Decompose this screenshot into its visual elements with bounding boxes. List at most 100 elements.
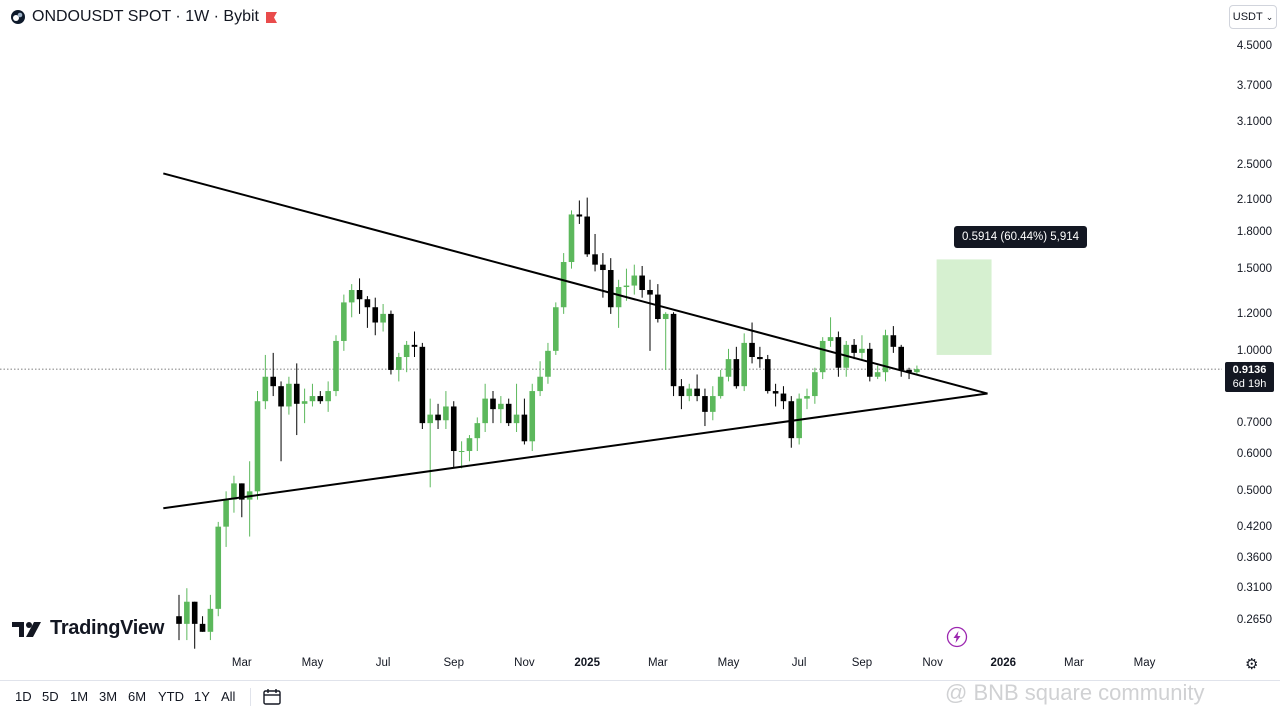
candle-body: [348, 290, 355, 303]
symbol-header[interactable]: ONDOUSDT SPOT · 1W · Bybit: [10, 6, 277, 28]
candle-body: [403, 344, 410, 358]
time-tick-label: Jul: [791, 657, 807, 669]
candle-body: [788, 401, 795, 439]
price-tick-label: 0.6000: [1236, 448, 1272, 461]
candle-body: [600, 264, 606, 271]
measure-box: [936, 259, 992, 355]
flash-icon[interactable]: [946, 626, 968, 648]
price-tick-label: 3.7000: [1236, 79, 1272, 92]
range-button-5d[interactable]: 5D: [42, 689, 59, 704]
price-tick-label: 4.5000: [1236, 40, 1272, 52]
range-button-1y[interactable]: 1Y: [194, 689, 210, 704]
candle-body: [890, 335, 897, 347]
time-tick-label: Mar: [647, 657, 668, 669]
candle-body: [498, 403, 504, 410]
candle-body: [584, 216, 590, 255]
candle-body: [631, 275, 638, 286]
candle-body: [278, 386, 284, 407]
chart-canvas[interactable]: [0, 0, 1280, 680]
candle-body: [812, 372, 818, 397]
range-button-1d[interactable]: 1D: [15, 689, 32, 704]
price-tick-label: 1.8000: [1236, 225, 1272, 238]
candle-body: [396, 357, 402, 370]
candle-body: [804, 396, 810, 399]
candle-body: [725, 359, 732, 377]
candle-body: [717, 376, 724, 397]
price-tick-label: 2.5000: [1236, 159, 1272, 172]
candle-body: [710, 396, 716, 412]
candle-body: [411, 344, 418, 347]
price-tick-label: 0.7000: [1236, 417, 1272, 430]
candle-body: [851, 344, 857, 353]
candle-body: [341, 302, 347, 341]
tradingview-logo-icon: [12, 621, 41, 637]
range-button-1m[interactable]: 1M: [70, 689, 89, 704]
last-price-tag: 0.9136 6d 19h: [1225, 362, 1274, 392]
candle-body: [835, 337, 842, 368]
measure-label: 0.5914 (60.44%) 5,914: [954, 226, 1088, 248]
candle-body: [662, 313, 669, 320]
candle-body: [333, 340, 339, 392]
candle-body: [309, 396, 316, 402]
candle-body: [325, 391, 331, 402]
candle-body: [553, 307, 559, 351]
candle-body: [301, 401, 308, 404]
candle-body: [435, 414, 441, 421]
price-tick-label: 1.5000: [1236, 262, 1272, 275]
candle-body: [529, 391, 536, 442]
calendar-icon[interactable]: [262, 688, 282, 706]
candle-body: [239, 483, 245, 500]
candle-body: [427, 414, 433, 424]
candle-body: [859, 348, 865, 353]
candle-body: [458, 451, 465, 453]
range-button-3m[interactable]: 3M: [99, 689, 118, 704]
candle-body: [686, 388, 693, 397]
toolbar-divider: [250, 688, 251, 706]
candle-body: [694, 388, 700, 397]
candle-body: [623, 285, 630, 288]
candle-body: [191, 601, 198, 624]
candle-body: [443, 406, 449, 421]
range-button-ytd[interactable]: YTD: [158, 689, 184, 704]
settings-gear-icon[interactable]: ⚙: [1245, 656, 1259, 673]
candle-body: [772, 391, 779, 394]
candle-body: [639, 275, 645, 291]
range-button-6m[interactable]: 6M: [128, 689, 147, 704]
price-tick-label: 0.5000: [1236, 485, 1272, 498]
price-tick-label: 0.4200: [1236, 520, 1272, 533]
candle-body: [749, 342, 755, 358]
candle-body: [372, 307, 379, 323]
candle-body: [898, 346, 904, 370]
candle-body: [270, 376, 276, 387]
candle-body: [670, 313, 677, 387]
candle-body: [176, 616, 182, 624]
candle-body: [262, 376, 269, 402]
candle-body: [388, 313, 394, 370]
candle-body: [615, 287, 622, 308]
time-tick-label: Nov: [922, 657, 943, 669]
candle-body: [223, 499, 229, 527]
candle-body: [702, 396, 708, 412]
candle-body: [741, 342, 747, 387]
candle-body: [537, 376, 543, 392]
price-tick-label: 1.0000: [1236, 344, 1272, 357]
currency-dropdown[interactable]: USDT ⌄: [1229, 5, 1277, 29]
time-tick-label: Mar: [231, 657, 252, 669]
flag-icon[interactable]: [265, 11, 277, 23]
candle-body: [647, 290, 653, 295]
candle-body: [490, 398, 496, 410]
time-tick-label: Nov: [514, 657, 535, 669]
candle-body: [906, 369, 912, 373]
price-tick-label: 2.1000: [1236, 194, 1272, 207]
candle-body: [482, 398, 488, 424]
range-button-all[interactable]: All: [221, 689, 236, 704]
candle-body: [207, 608, 214, 632]
time-tick-label: Sep: [851, 657, 873, 669]
candle-body: [450, 406, 457, 452]
candle-body: [796, 398, 802, 439]
candle-body: [592, 254, 598, 265]
time-tick-label: May: [717, 657, 740, 669]
tradingview-logo: TradingView: [12, 617, 164, 640]
time-tick-label: 2025: [574, 657, 600, 669]
bottom-toolbar: [0, 680, 1280, 721]
